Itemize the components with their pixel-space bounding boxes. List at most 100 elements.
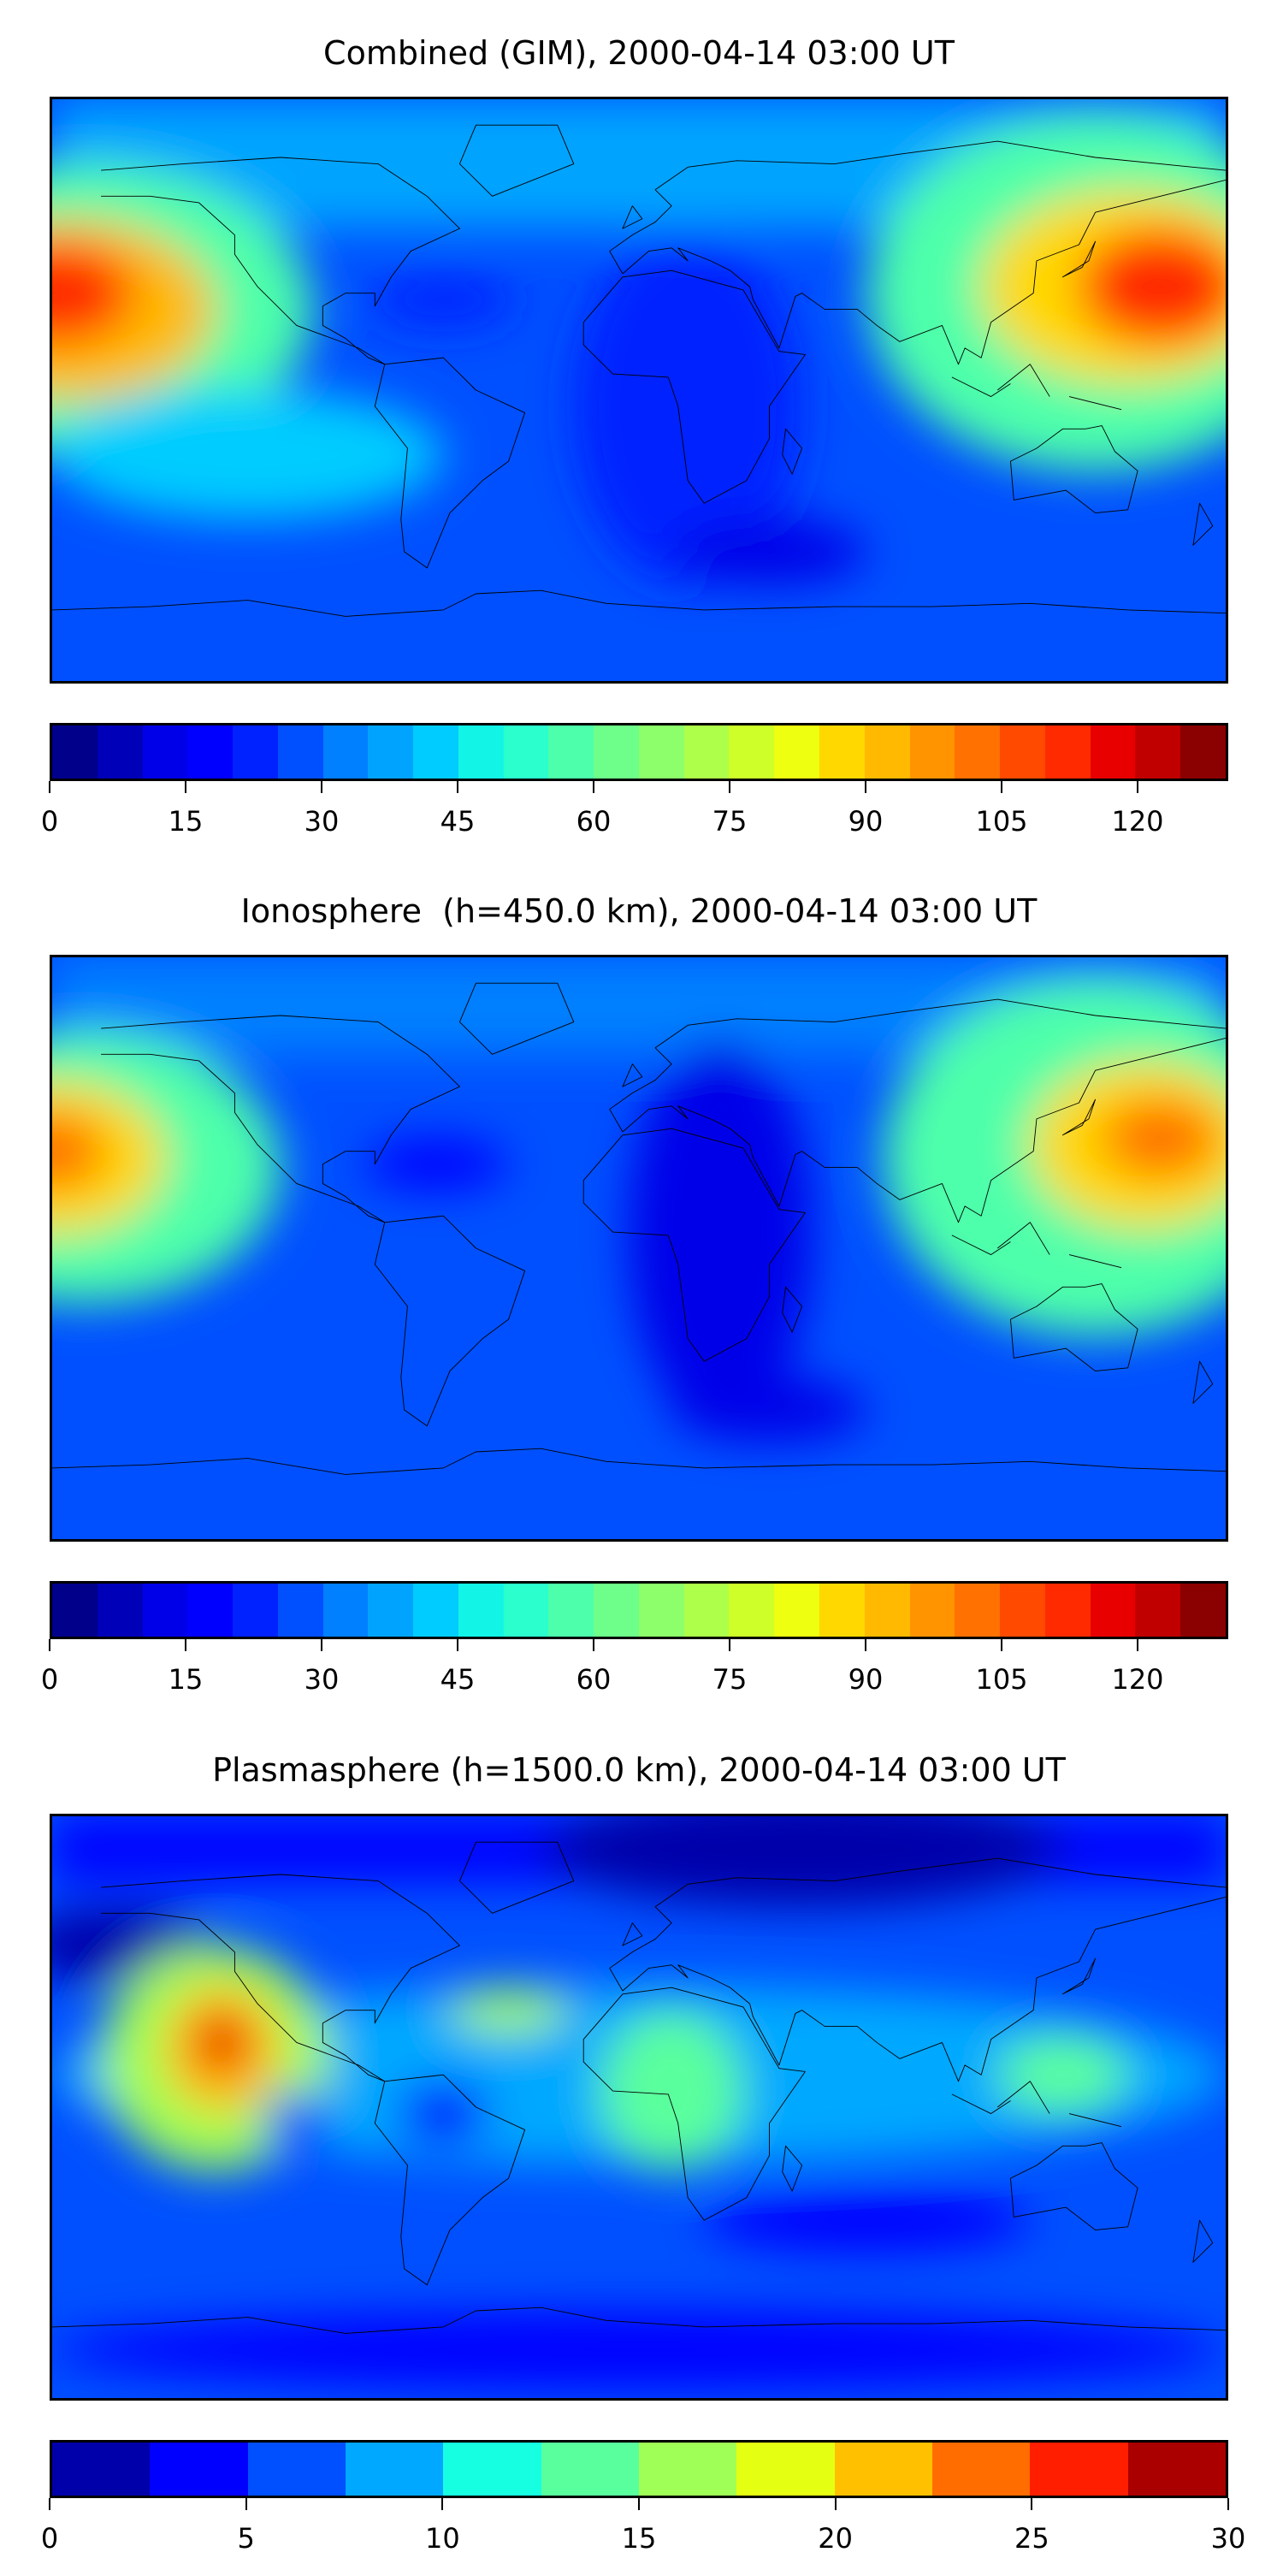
- chart-title: Ionosphere (h=450.0 km), 2000-04-14 03:0…: [240, 892, 1038, 930]
- colorbar-tick-label: 90: [848, 805, 884, 838]
- colorbar-level: [368, 1584, 414, 1637]
- colorbar-tick: [457, 1639, 458, 1651]
- colorbar-tick: [49, 1639, 50, 1651]
- colorbar-level: [142, 1584, 188, 1637]
- colorbar-tick-label: 120: [1111, 805, 1164, 838]
- colorbar-tick: [1001, 781, 1002, 793]
- colorbar-level: [1000, 1584, 1045, 1637]
- ionosphere-panel: Ionosphere (h=450.0 km), 2000-04-14 03:0…: [0, 858, 1283, 1717]
- colorbar-ticks: 0 15 30 45 60 75 90 105 120: [41, 1639, 1228, 1708]
- colorbar-tick: [185, 1639, 186, 1651]
- colorbar-tick-label: 15: [168, 805, 204, 838]
- plasmasphere-panel: Plasmasphere (h=1500.0 km), 2000-04-14 0…: [0, 1717, 1283, 2576]
- colorbar-level: [1090, 725, 1136, 779]
- colorbar-level: [413, 725, 458, 779]
- colorbar-tick: [729, 1639, 730, 1651]
- colorbar-tick-label: 105: [975, 805, 1028, 838]
- colorbar-level: [864, 1584, 910, 1637]
- colorbar-tick: [593, 781, 594, 793]
- colorbar-level: [1030, 2443, 1128, 2496]
- colorbar-level: [1090, 1584, 1136, 1637]
- colorbar-tick-label: 75: [712, 805, 748, 838]
- colorbar-level: [638, 2443, 737, 2496]
- colorbar-tick: [1137, 781, 1138, 793]
- colorbar-level: [683, 725, 730, 779]
- colorbar: [50, 2440, 1228, 2498]
- colorbar-tick-label: 45: [440, 805, 476, 838]
- chart-title: Plasmasphere (h=1500.0 km), 2000-04-14 0…: [212, 1751, 1066, 1789]
- colorbar-level: [247, 2443, 346, 2496]
- colorbar: [50, 1581, 1228, 1639]
- chart-title: Combined (GIM), 2000-04-14 03:00 UT: [323, 34, 955, 72]
- colorbar-ticks: 0 5 10 15 20 25 30: [41, 2498, 1245, 2567]
- colorbar-level: [458, 725, 504, 779]
- colorbar-tick: [321, 781, 322, 793]
- tec-map: [50, 1814, 1228, 2401]
- colorbar-tick: [49, 2498, 50, 2510]
- colorbar-level: [819, 725, 865, 779]
- colorbar-level: [345, 2443, 444, 2496]
- colorbar-level: [541, 2443, 639, 2496]
- colorbar-tick-label: 25: [1014, 2522, 1049, 2555]
- colorbar-level: [187, 1584, 234, 1637]
- colorbar-level: [1135, 725, 1181, 779]
- colorbar-level: [277, 725, 323, 779]
- colorbar-tick-label: 0: [40, 2522, 59, 2555]
- colorbar-tick: [1001, 1639, 1002, 1651]
- colorbar-tick: [593, 1639, 594, 1651]
- combined-gim-panel: Combined (GIM), 2000-04-14 03:00 UT 0 15 3…: [0, 0, 1283, 859]
- colorbar-tick: [834, 2498, 837, 2510]
- colorbar-level: [458, 1584, 504, 1637]
- colorbar-tick-label: 45: [440, 1663, 476, 1696]
- colorbar-tick: [729, 781, 730, 793]
- colorbar-tick: [245, 2498, 247, 2510]
- colorbar-tick-label: 0: [40, 805, 59, 838]
- colorbar-level: [729, 725, 775, 779]
- colorbar-tick-label: 10: [424, 2522, 460, 2555]
- colorbar-tick-label: 75: [712, 1663, 748, 1696]
- colorbar-level: [1180, 1584, 1226, 1637]
- colorbar-level: [594, 1584, 639, 1637]
- colorbar-level: [233, 1584, 278, 1637]
- colorbar-tick: [1031, 2498, 1033, 2510]
- colorbar-level: [1135, 1584, 1181, 1637]
- colorbar-tick-label: 30: [304, 805, 340, 838]
- colorbar-tick-label: 60: [576, 1663, 612, 1696]
- colorbar-level: [819, 1584, 865, 1637]
- tec-map: [50, 97, 1228, 684]
- colorbar-level: [548, 1584, 594, 1637]
- contour-map: [52, 1816, 1226, 2398]
- colorbar-level: [594, 725, 639, 779]
- colorbar-tick-label: 60: [576, 805, 612, 838]
- colorbar-tick-label: 5: [237, 2522, 255, 2555]
- colorbar-tick: [185, 781, 186, 793]
- colorbar-tick-label: 105: [975, 1663, 1028, 1696]
- colorbar-tick-label: 15: [168, 1663, 204, 1696]
- contour-map: [52, 99, 1226, 681]
- contour-map: [52, 957, 1226, 1539]
- colorbar-tick: [457, 781, 458, 793]
- colorbar-tick: [321, 1639, 322, 1651]
- colorbar-level: [1127, 2443, 1226, 2496]
- colorbar-level: [909, 725, 955, 779]
- colorbar-tick: [865, 1639, 866, 1651]
- colorbar-level: [1044, 725, 1091, 779]
- colorbar-ticks: 0 15 30 45 60 75 90 105 120: [41, 781, 1228, 850]
- colorbar-level: [187, 725, 234, 779]
- colorbar-tick-label: 0: [40, 1663, 59, 1696]
- colorbar: [50, 723, 1228, 781]
- colorbar-level: [1000, 725, 1045, 779]
- colorbar-tick-label: 90: [848, 1663, 884, 1696]
- colorbar-level: [52, 1584, 98, 1637]
- colorbar-level: [774, 725, 820, 779]
- colorbar-tick-label: 30: [1210, 2522, 1246, 2555]
- colorbar-level: [1044, 1584, 1091, 1637]
- colorbar-level: [503, 725, 549, 779]
- colorbar-level: [97, 1584, 143, 1637]
- colorbar-level: [736, 2443, 835, 2496]
- colorbar-level: [683, 1584, 730, 1637]
- colorbar-level: [548, 725, 594, 779]
- colorbar-level: [413, 1584, 458, 1637]
- colorbar-tick: [1227, 2498, 1229, 2510]
- colorbar-level: [142, 725, 188, 779]
